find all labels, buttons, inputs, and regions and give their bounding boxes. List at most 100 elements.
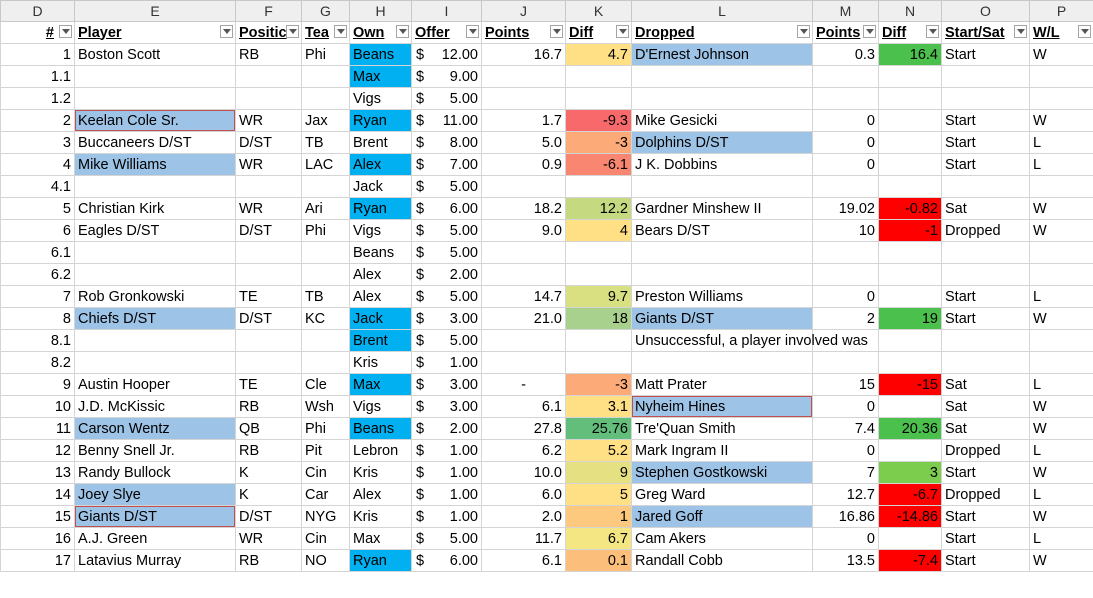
filter-dropdown-icon[interactable] [334, 25, 347, 38]
diff-cell[interactable]: 4 [565, 219, 632, 242]
dropped-player-cell[interactable]: Gardner Minshew II [631, 197, 813, 220]
row-number-cell[interactable]: 6 [0, 219, 75, 242]
dropped-points-cell[interactable]: 19.02 [812, 197, 879, 220]
column-letter-g[interactable]: G [301, 0, 350, 22]
offer-cell[interactable]: $1.00 [411, 439, 482, 462]
row-number-cell[interactable]: 2 [0, 109, 75, 132]
row-number-cell[interactable]: 3 [0, 131, 75, 154]
team-cell[interactable] [301, 263, 350, 286]
diff-cell[interactable] [565, 351, 632, 374]
owner-cell[interactable]: Alex [349, 263, 412, 286]
team-cell[interactable]: Ari [301, 197, 350, 220]
player-cell[interactable]: Joey Slye [74, 483, 236, 506]
points-cell[interactable]: 2.0 [481, 505, 566, 528]
win-loss-cell[interactable]: L [1029, 373, 1093, 396]
filter-dropdown-icon[interactable] [1014, 25, 1027, 38]
position-cell[interactable]: D/ST [235, 307, 302, 330]
team-cell[interactable]: Cin [301, 527, 350, 550]
win-loss-cell[interactable] [1029, 65, 1093, 88]
dropped-points-cell[interactable]: 2 [812, 307, 879, 330]
points-cell[interactable]: 6.0 [481, 483, 566, 506]
owner-cell[interactable]: Beans [349, 417, 412, 440]
dropped-points-cell[interactable]: 7 [812, 461, 879, 484]
diff-cell[interactable] [565, 329, 632, 352]
offer-cell[interactable]: $5.00 [411, 219, 482, 242]
diff-cell[interactable]: 3.1 [565, 395, 632, 418]
dropped-player-cell[interactable] [631, 351, 813, 374]
diff-cell[interactable]: 4.7 [565, 43, 632, 66]
team-cell[interactable]: Cle [301, 373, 350, 396]
offer-cell[interactable]: $2.00 [411, 417, 482, 440]
dropped-player-cell[interactable] [631, 65, 813, 88]
player-cell[interactable] [74, 175, 236, 198]
dropped-points-cell[interactable]: 13.5 [812, 549, 879, 572]
diff-cell[interactable] [565, 175, 632, 198]
diff-cell[interactable]: 5.2 [565, 439, 632, 462]
dropped-points-cell[interactable]: 16.86 [812, 505, 879, 528]
start-sat-cell[interactable]: Start [941, 505, 1030, 528]
column-letter-m[interactable]: M [812, 0, 879, 22]
dropped-points-cell[interactable]: 0 [812, 153, 879, 176]
dropped-diff-cell[interactable]: -15 [878, 373, 942, 396]
position-cell[interactable]: D/ST [235, 219, 302, 242]
filter-dropdown-icon[interactable] [466, 25, 479, 38]
row-number-cell[interactable]: 17 [0, 549, 75, 572]
diff-cell[interactable] [565, 241, 632, 264]
dropped-points-cell[interactable] [812, 263, 879, 286]
position-cell[interactable]: K [235, 483, 302, 506]
dropped-diff-cell[interactable] [878, 263, 942, 286]
points-cell[interactable]: 6.1 [481, 549, 566, 572]
start-sat-cell[interactable]: Start [941, 285, 1030, 308]
offer-cell[interactable]: $2.00 [411, 263, 482, 286]
dropped-player-cell[interactable]: Matt Prater [631, 373, 813, 396]
player-cell[interactable]: Chiefs D/ST [74, 307, 236, 330]
row-number-cell[interactable]: 8.1 [0, 329, 75, 352]
position-cell[interactable]: K [235, 461, 302, 484]
row-number-cell[interactable]: 5 [0, 197, 75, 220]
start-sat-cell[interactable]: Dropped [941, 219, 1030, 242]
points-cell[interactable] [481, 241, 566, 264]
dropped-player-cell[interactable]: Dolphins D/ST [631, 131, 813, 154]
dropped-diff-cell[interactable]: -6.7 [878, 483, 942, 506]
points-cell[interactable]: 6.2 [481, 439, 566, 462]
player-cell[interactable] [74, 241, 236, 264]
position-cell[interactable] [235, 351, 302, 374]
offer-cell[interactable]: $5.00 [411, 527, 482, 550]
dropped-player-cell[interactable]: Mike Gesicki [631, 109, 813, 132]
owner-cell[interactable]: Vigs [349, 219, 412, 242]
win-loss-cell[interactable]: L [1029, 527, 1093, 550]
dropped-diff-cell[interactable]: -7.4 [878, 549, 942, 572]
diff-cell[interactable]: -3 [565, 131, 632, 154]
dropped-player-cell[interactable]: Randall Cobb [631, 549, 813, 572]
owner-cell[interactable]: Jack [349, 307, 412, 330]
column-letter-p[interactable]: P [1029, 0, 1093, 22]
start-sat-cell[interactable]: Start [941, 549, 1030, 572]
points-cell[interactable]: 14.7 [481, 285, 566, 308]
dropped-points-cell[interactable]: 15 [812, 373, 879, 396]
owner-cell[interactable]: Alex [349, 153, 412, 176]
points-cell[interactable]: 16.7 [481, 43, 566, 66]
dropped-diff-cell[interactable] [878, 175, 942, 198]
dropped-player-cell[interactable]: Stephen Gostkowski [631, 461, 813, 484]
offer-cell[interactable]: $7.00 [411, 153, 482, 176]
position-cell[interactable]: QB [235, 417, 302, 440]
offer-cell[interactable]: $5.00 [411, 87, 482, 110]
position-cell[interactable]: D/ST [235, 505, 302, 528]
team-cell[interactable] [301, 87, 350, 110]
dropped-player-cell[interactable]: Unsuccessful, a player involved was [631, 329, 868, 352]
team-cell[interactable]: Phi [301, 417, 350, 440]
dropped-diff-cell[interactable] [878, 439, 942, 462]
win-loss-cell[interactable]: W [1029, 505, 1093, 528]
player-cell[interactable]: A.J. Green [74, 527, 236, 550]
owner-cell[interactable]: Kris [349, 461, 412, 484]
offer-cell[interactable]: $5.00 [411, 285, 482, 308]
dropped-points-cell[interactable]: 0 [812, 395, 879, 418]
dropped-player-cell[interactable] [631, 87, 813, 110]
player-cell[interactable] [74, 65, 236, 88]
team-cell[interactable]: TB [301, 285, 350, 308]
points-cell[interactable]: 0.9 [481, 153, 566, 176]
team-cell[interactable]: NYG [301, 505, 350, 528]
dropped-diff-cell[interactable] [878, 153, 942, 176]
column-letter-h[interactable]: H [349, 0, 412, 22]
position-cell[interactable]: WR [235, 109, 302, 132]
